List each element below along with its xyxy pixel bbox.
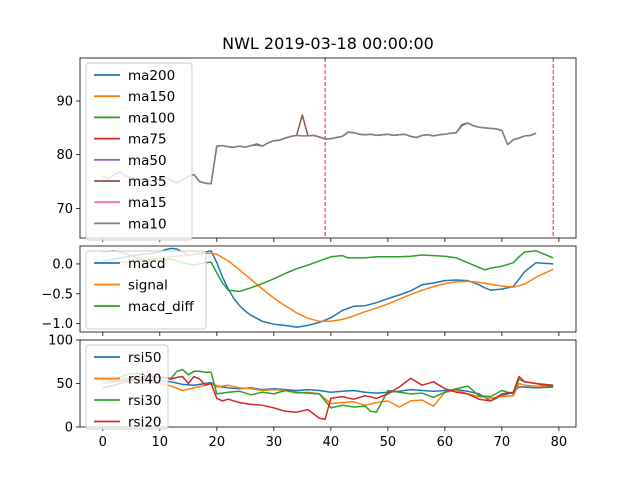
x-tick-label: 10: [152, 435, 169, 450]
axes-frame: [79, 57, 577, 239]
legend-label-ma200: ma200: [128, 68, 175, 84]
y-tick-label: 90: [56, 94, 73, 109]
y-tick-label: 100: [48, 334, 73, 349]
x-tick-label: 30: [266, 435, 283, 450]
series-line-macd: [102, 247, 554, 328]
series-line-rsi40: [102, 377, 554, 408]
legend-label-ma150: ma150: [128, 89, 175, 105]
x-tick-label: 70: [494, 435, 511, 450]
y-tick-label: 80: [56, 148, 73, 163]
legend-label-ma10: ma10: [128, 216, 167, 232]
y-tick-label: −1.0: [41, 317, 73, 332]
legend-label-signal: signal: [128, 278, 168, 294]
y-tick-label: 50: [56, 377, 73, 392]
series-line-rsi20: [102, 374, 554, 420]
y-tick-label: 0: [65, 421, 73, 436]
y-tick-label: 70: [56, 202, 73, 217]
x-tick-label: 80: [551, 435, 568, 450]
legend-box: [85, 344, 169, 430]
legend-label-rsi30: rsi30: [128, 393, 162, 409]
legend-box: [85, 62, 193, 241]
chart-title: NWL 2019-03-18 00:00:00: [222, 34, 434, 53]
legend-label-rsi50: rsi50: [128, 350, 162, 366]
macd-panel: −1.0 −0.5 0.0 macd signal macd_diff: [41, 245, 577, 336]
legend-label-ma35: ma35: [128, 174, 167, 190]
x-tick-label: 0: [99, 435, 107, 450]
series-line-signal: [102, 252, 554, 323]
legend-label-ma75: ma75: [128, 132, 167, 148]
legend-label-macd: macd: [128, 256, 165, 272]
x-tick-label: 50: [380, 435, 397, 450]
x-tick-label: 20: [209, 435, 226, 450]
legend-label-ma100: ma100: [128, 110, 175, 126]
series-line-rsi30: [102, 368, 554, 413]
y-tick-label: −0.5: [41, 287, 73, 302]
axes-frame: [79, 245, 577, 333]
y-tick-label: 0.0: [52, 257, 73, 272]
legend-label-rsi40: rsi40: [128, 372, 162, 388]
legend: ma200 ma150 ma100 ma75 ma50 ma35 ma15 ma10: [85, 62, 193, 241]
legend: rsi50 rsi40 rsi30 rsi20: [85, 344, 169, 431]
moving-average-panel: 70 80 90 ma200 ma150 ma100 ma75 ma50 ma35 ma15 ma1…: [56, 57, 577, 242]
legend: macd signal macd_diff: [85, 250, 207, 330]
x-tick-label: 60: [437, 435, 454, 450]
legend-label-ma50: ma50: [128, 153, 167, 169]
x-tick-label: 40: [323, 435, 340, 450]
legend-label-ma15: ma15: [128, 195, 167, 211]
legend-label-macd_diff: macd_diff: [128, 299, 194, 315]
legend-label-rsi20: rsi20: [128, 415, 162, 431]
plot-area: [102, 368, 554, 420]
legend-box: [85, 250, 207, 330]
